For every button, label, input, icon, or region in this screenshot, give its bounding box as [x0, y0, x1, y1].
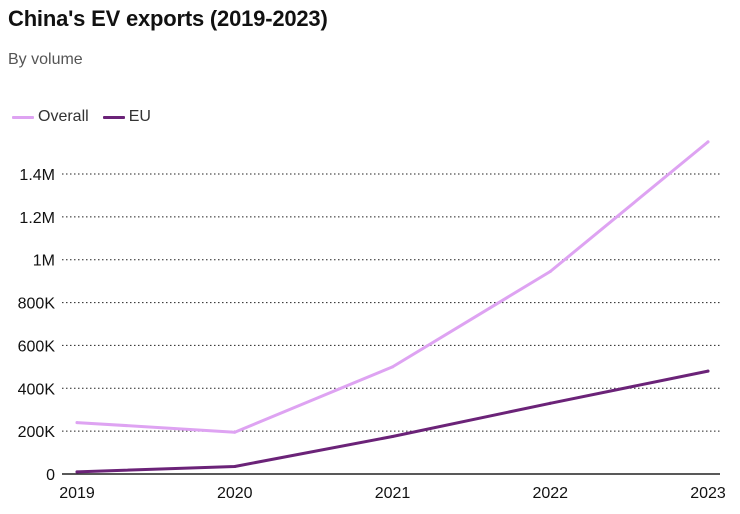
x-tick-label: 2020: [217, 485, 253, 502]
y-tick-label: 400K: [18, 381, 56, 398]
chart-subtitle: By volume: [8, 51, 83, 68]
data-point-overall: [75, 421, 79, 425]
series-lines: [75, 140, 710, 474]
data-point-eu: [706, 369, 710, 373]
y-tick-label: 1.2M: [19, 210, 55, 227]
y-tick-label: 200K: [18, 424, 56, 441]
legend-item-eu: EU: [102, 108, 151, 126]
legend-item-overall: Overall: [12, 108, 89, 126]
legend-label-overall: Overall: [38, 108, 89, 125]
series-line-eu: [75, 369, 710, 474]
data-point-eu: [391, 435, 394, 438]
y-tick-label: 600K: [18, 338, 56, 355]
data-point-eu: [233, 465, 237, 468]
x-tick-label: 2021: [375, 485, 411, 502]
data-point-overall: [391, 365, 394, 369]
x-tick-label: 2023: [690, 485, 726, 502]
legend-swatch-eu: [102, 115, 125, 119]
legend-swatch-overall: [12, 115, 34, 119]
y-tick-label: 800K: [18, 296, 56, 313]
data-point-overall: [233, 430, 237, 434]
series-line-overall: [75, 140, 710, 434]
y-tick-label: 1M: [33, 253, 55, 270]
x-tick-label: 2022: [532, 485, 568, 502]
legend-label-eu: EU: [128, 108, 151, 125]
y-tick-label: 0: [46, 467, 55, 484]
x-tick-label: 2019: [59, 485, 95, 502]
data-point-overall: [706, 140, 710, 144]
gridlines: [62, 173, 720, 475]
chart-title: China's EV exports (2019-2023): [8, 6, 328, 31]
x-axis-ticks: 2019 2020 2021 2022 2023: [59, 485, 726, 502]
legend: Overall EU: [12, 108, 165, 126]
data-point-eu: [548, 401, 552, 405]
y-axis-ticks: 0 200K 400K 600K 800K 1M 1.2M 1.4M: [18, 167, 56, 484]
y-tick-label: 1.4M: [19, 167, 55, 184]
data-point-eu: [75, 470, 79, 474]
data-point-overall: [548, 270, 552, 273]
